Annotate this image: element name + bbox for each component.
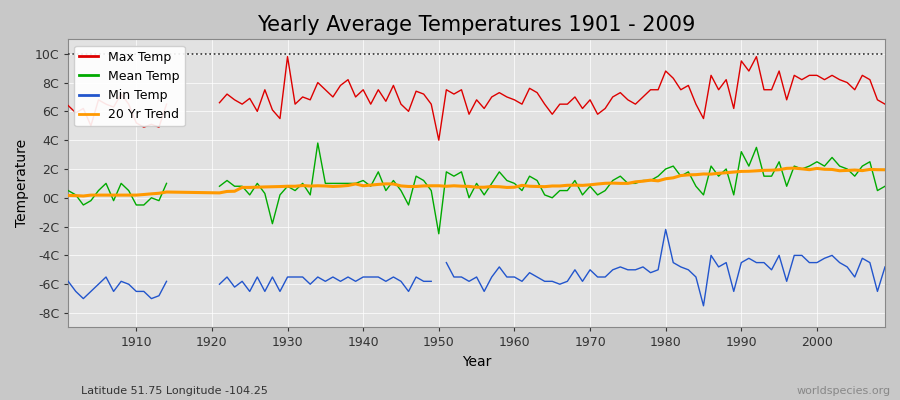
Text: Latitude 51.75 Longitude -104.25: Latitude 51.75 Longitude -104.25 bbox=[81, 386, 268, 396]
Y-axis label: Temperature: Temperature bbox=[15, 139, 29, 228]
Text: worldspecies.org: worldspecies.org bbox=[796, 386, 891, 396]
Title: Yearly Average Temperatures 1901 - 2009: Yearly Average Temperatures 1901 - 2009 bbox=[257, 15, 696, 35]
Legend: Max Temp, Mean Temp, Min Temp, 20 Yr Trend: Max Temp, Mean Temp, Min Temp, 20 Yr Tre… bbox=[75, 46, 184, 126]
X-axis label: Year: Year bbox=[462, 355, 491, 369]
